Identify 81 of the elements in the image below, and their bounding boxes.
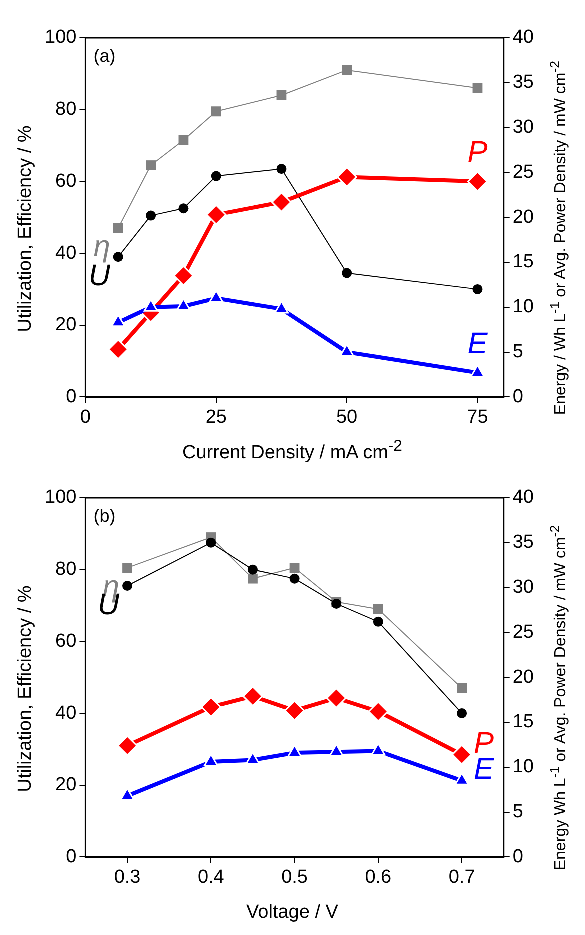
y-tick-label: 0 (66, 846, 77, 868)
point (340, 344, 354, 357)
point (248, 574, 258, 584)
point (113, 252, 124, 262)
point (276, 90, 287, 100)
point (290, 574, 300, 584)
y-tick-label: 80 (56, 99, 77, 120)
y2-tick-label: 15 (512, 252, 534, 273)
point (122, 581, 133, 592)
point (457, 683, 467, 694)
point (178, 204, 189, 214)
y-axis-title: Utilization, Efficiency / % (15, 585, 37, 792)
annotation: (a) (94, 46, 116, 66)
point (457, 708, 468, 719)
y2-tick-label: 40 (512, 487, 534, 508)
point (342, 268, 352, 278)
y2-tick-label: 20 (512, 666, 534, 688)
x-tick-label: 0.6 (365, 866, 392, 888)
y2-tick-label: 30 (512, 577, 534, 598)
series-label: E (474, 753, 496, 786)
point (373, 616, 384, 627)
x-axis-title: Voltage / V (246, 902, 338, 924)
y-tick-label: 20 (56, 314, 77, 336)
point (209, 290, 224, 303)
point (290, 563, 300, 573)
point (178, 135, 189, 146)
y-tick-label: 0 (66, 386, 77, 408)
point (472, 83, 483, 94)
x-tick-label: 50 (336, 406, 358, 428)
x-tick-label: 75 (467, 406, 488, 428)
y-tick-label: 100 (45, 487, 77, 508)
y2-tick-label: 10 (512, 296, 534, 318)
point (276, 164, 287, 174)
y2-tick-label: 5 (512, 342, 524, 363)
point (122, 563, 132, 573)
y2-tick-label: 35 (512, 532, 534, 554)
y2-tick-label: 40 (512, 27, 534, 48)
y-tick-label: 60 (56, 170, 77, 192)
y-axis-title: Utilization, Efficiency / % (15, 125, 37, 332)
x-tick-label: 0.7 (448, 866, 476, 888)
x-tick-label: 0.5 (282, 866, 308, 888)
point (146, 160, 156, 170)
x-tick-label: 25 (206, 406, 227, 428)
y-tick-label: 20 (56, 774, 77, 796)
y2-tick-label: 5 (512, 802, 524, 823)
point (211, 106, 222, 117)
point (113, 223, 124, 234)
y-tick-label: 80 (56, 559, 77, 580)
y2-tick-label: 20 (512, 206, 534, 228)
point (248, 564, 258, 575)
y2-tick-label: 25 (512, 622, 534, 643)
y2-tick-label: 15 (512, 712, 534, 733)
point (373, 604, 384, 614)
x-tick-label: 0.3 (114, 866, 141, 888)
series-label: E (468, 327, 489, 360)
y-tick-label: 100 (45, 27, 77, 48)
y2-tick-label: 0 (512, 386, 524, 408)
x-tick-label: 0.4 (198, 866, 225, 888)
point (467, 171, 488, 192)
point (271, 192, 292, 213)
annotation: (b) (94, 506, 116, 526)
point (144, 299, 158, 312)
point (472, 284, 483, 294)
y2-tick-label: 0 (512, 846, 524, 868)
y-tick-label: 40 (56, 702, 77, 724)
point (342, 65, 352, 76)
y2-tick-label: 30 (512, 117, 534, 138)
series-label: P (468, 136, 488, 170)
point (211, 171, 222, 182)
point (173, 266, 194, 286)
x-tick-label: 0 (80, 406, 91, 428)
point (336, 166, 358, 188)
x-axis-title: Current Density / mA cm$^{-2}$ (182, 438, 402, 464)
y2-tick-label: 25 (512, 162, 534, 183)
point (206, 204, 227, 226)
point (206, 538, 216, 548)
y-tick-label: 60 (56, 630, 77, 652)
y-tick-label: 40 (56, 242, 77, 264)
point (146, 210, 156, 221)
y2-tick-label: 10 (512, 756, 534, 778)
y2-tick-label: 35 (512, 72, 534, 94)
